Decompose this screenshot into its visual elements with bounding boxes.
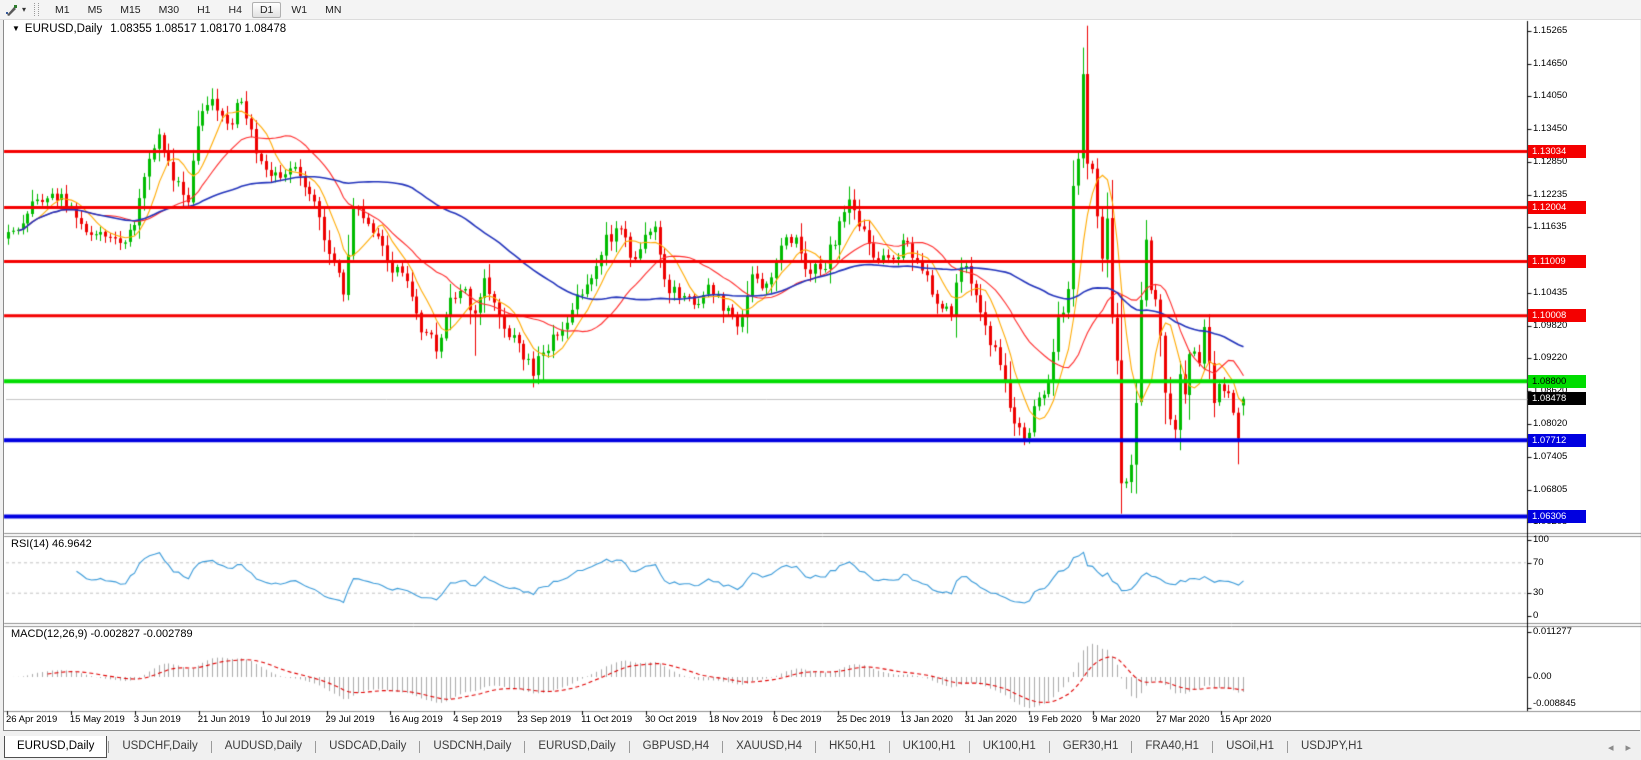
chart-tab-fra40-h1[interactable]: FRA40,H1 [1145, 740, 1200, 752]
timeframe-button-h4[interactable]: H4 [221, 2, 250, 18]
timeframe-button-mn[interactable]: MN [317, 2, 349, 18]
tab-separator [1287, 741, 1288, 753]
timeframe-button-m30[interactable]: M30 [151, 2, 187, 18]
chart-tab-usdcad-daily[interactable]: USDCAD,Daily [329, 740, 407, 752]
top-toolbar: ▾ M1 M5 M15 M30 H1 H4 D1 W1 MN [0, 0, 1641, 20]
timeframe-button-w1[interactable]: W1 [283, 2, 315, 18]
toolbar-grip[interactable] [34, 3, 40, 16]
chart-tab-eurusd-daily[interactable]: EURUSD,Daily [4, 736, 108, 758]
chart-tab-gbpusd-h4[interactable]: GBPUSD,H4 [642, 740, 710, 752]
timeframe-button-d1[interactable]: D1 [251, 1, 282, 18]
tab-separator [968, 741, 970, 753]
tab-separator [628, 741, 630, 753]
chart-tab-uk100-h1[interactable]: UK100,H1 [982, 740, 1036, 752]
chart-tabbar-wrap: EURUSD,Daily USDCHF,Daily AUDUSD,Daily USDC… [0, 731, 1641, 760]
tab-separator [210, 741, 212, 753]
chart-tab-xauusd-h4[interactable]: XAUUSD,H4 [736, 740, 802, 752]
timeframe-button-h1[interactable]: H1 [189, 2, 218, 18]
chart-tool-button[interactable]: ▾ [2, 2, 29, 18]
chart-tab-usdchf-daily[interactable]: USDCHF,Daily [122, 740, 198, 752]
tab-scroll-left-icon[interactable]: ◂ [1607, 741, 1614, 754]
chart-tab-hk50-h1[interactable]: HK50,H1 [828, 740, 876, 752]
tab-separator [419, 741, 421, 753]
tab-separator [1048, 741, 1050, 753]
chart-tabbar: EURUSD,Daily USDCHF,Daily AUDUSD,Daily USDC… [4, 736, 1375, 758]
tab-separator [524, 741, 526, 753]
chart-tab-ger30-h1[interactable]: GER30,H1 [1062, 740, 1119, 752]
timeframe-button-m1[interactable]: M1 [47, 2, 78, 18]
tab-separator [888, 741, 890, 753]
chart-tab-audusd-daily[interactable]: AUDUSD,Daily [224, 740, 303, 752]
chart-tab-usdcnh-daily[interactable]: USDCNH,Daily [433, 740, 512, 752]
tab-separator [1212, 741, 1214, 753]
tab-scroll-arrows: ◂ ▸ [1608, 736, 1631, 758]
tab-separator [1131, 741, 1133, 753]
chart-tab-usoil-h1[interactable]: USOil,H1 [1226, 740, 1274, 752]
tab-separator [814, 741, 816, 753]
dropdown-caret-icon: ▾ [22, 5, 27, 14]
timeframe-button-m5[interactable]: M5 [80, 2, 111, 18]
timeframe-button-m15[interactable]: M15 [112, 2, 148, 18]
chart-tab-uk100-h1[interactable]: UK100,H1 [902, 740, 956, 752]
chart-tab-eurusd-daily[interactable]: EURUSD,Daily [538, 740, 616, 752]
tab-separator [108, 741, 110, 753]
cursor-tool-icon [6, 4, 17, 16]
tab-separator [722, 741, 724, 753]
chart-tab-usdjpy-h1[interactable]: USDJPY,H1 [1301, 740, 1363, 752]
tab-scroll-right-icon[interactable]: ▸ [1625, 741, 1631, 754]
timeframe-buttons: M1 M5 M15 M30 H1 H4 D1 W1 MN [46, 1, 350, 18]
tab-separator [315, 741, 317, 753]
